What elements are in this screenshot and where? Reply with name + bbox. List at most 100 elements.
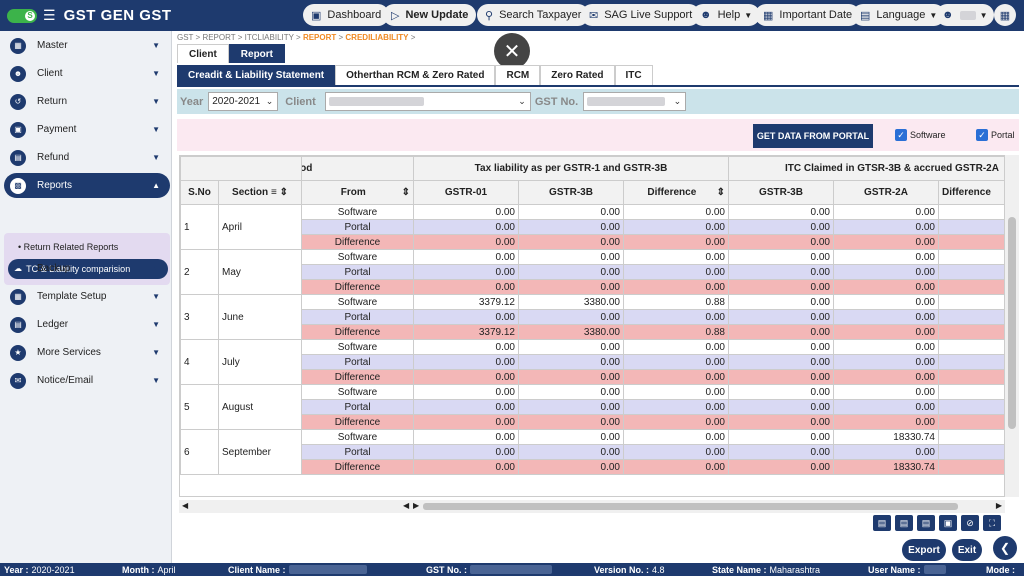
sidebar-item-backup[interactable]: ☁ Backup ▼ xyxy=(4,256,170,281)
column-header-section[interactable]: Section ≡ ⇕ xyxy=(218,180,302,205)
help-button[interactable]: ☻ Help ▼ xyxy=(692,4,761,26)
portal-checkbox[interactable]: ✓ Portal xyxy=(976,129,1015,141)
scroll-left-icon[interactable]: ◀ xyxy=(182,501,189,510)
sort-icon[interactable]: ⇕ xyxy=(401,187,410,198)
new-update-button[interactable]: ▷ New Update xyxy=(383,4,477,26)
live-support-button[interactable]: ✉ SAG Live Support xyxy=(581,4,701,26)
mode-toggle[interactable]: S xyxy=(7,8,37,23)
scroll-thumb[interactable] xyxy=(423,503,958,510)
scroll-thumb[interactable] xyxy=(1008,217,1016,429)
breadcrumb-item[interactable]: REPORT xyxy=(202,33,236,42)
submenu-item-return-related-reports[interactable]: • Return Related Reports xyxy=(8,237,168,257)
sidebar-item-client[interactable]: ☻ Client ▼ xyxy=(4,61,170,86)
sort-icon[interactable]: ⇕ xyxy=(279,187,288,198)
sidebar-item-ledger[interactable]: ▤ Ledger ▼ xyxy=(4,312,170,337)
column-menu-icon[interactable]: ≡ xyxy=(270,187,277,198)
tab-itc[interactable]: ITC xyxy=(614,65,653,85)
reports-icon: ▩ xyxy=(10,177,26,194)
menu-icon[interactable]: ☰ xyxy=(43,7,56,23)
collapse-icon[interactable]: ❮ xyxy=(993,536,1017,560)
sidebar-item-reports[interactable]: ▩ Reports ▲ xyxy=(4,173,170,198)
sidebar-item-notice-email[interactable]: ✉ Notice/Email ▼ xyxy=(4,368,170,393)
scroll-right-icon[interactable]: ▶ xyxy=(413,501,420,510)
gst-no-masked xyxy=(470,565,552,574)
sidebar-item-label: Client xyxy=(37,68,63,79)
value-cell: 0.00 xyxy=(938,249,1004,265)
get-data-from-portal-button[interactable]: GET DATA FROM PORTAL xyxy=(753,124,873,148)
important-date-button[interactable]: ▦ Important Date xyxy=(755,4,861,26)
scroll-right-icon[interactable]: ▶ xyxy=(995,501,1002,510)
sort-icon[interactable]: ⇕ xyxy=(716,187,725,198)
breadcrumb-item[interactable]: REPORT xyxy=(302,33,337,42)
breadcrumb-item[interactable]: GST xyxy=(177,33,194,42)
tab-otherthan-rcm-zero-rated[interactable]: Otherthan RCM & Zero Rated xyxy=(335,65,496,85)
tab-client[interactable]: Client xyxy=(177,44,229,63)
sidebar-item-template-setup[interactable]: ▦ Template Setup ▼ xyxy=(4,284,170,309)
breadcrumb-item[interactable]: ITCLIABILITY xyxy=(244,33,294,42)
year-select[interactable]: 2020-2021 ⌄ xyxy=(208,92,279,111)
sidebar-item-master[interactable]: ▦ Master ▼ xyxy=(4,33,170,58)
liability-grid: Tax Period Tax liability as per GSTR-1 a… xyxy=(179,155,1005,497)
column-header-difference[interactable]: Difference ⇕ xyxy=(623,180,729,205)
hide-icon[interactable]: ⊘ xyxy=(961,515,979,531)
card-icon[interactable]: ▣ xyxy=(939,515,957,531)
column-header-itc-gstr2a[interactable]: GSTR-2A xyxy=(833,180,939,205)
horizontal-scrollbar[interactable]: ◀ ◀ ▶ ▶ xyxy=(179,500,1005,513)
print-icon[interactable]: ▤ xyxy=(917,515,935,531)
column-header-gstr01[interactable]: GSTR-01 xyxy=(413,180,519,205)
scroll-left-icon[interactable]: ◀ xyxy=(403,501,410,510)
sidebar-item-refund[interactable]: ▤ Refund ▼ xyxy=(4,145,170,170)
column-header-gstr3b[interactable]: GSTR-3B xyxy=(518,180,624,205)
apps-grid-button[interactable]: ▦ xyxy=(994,4,1016,26)
chevron-down-icon: ▼ xyxy=(152,320,160,329)
exit-button[interactable]: Exit xyxy=(952,539,982,561)
megaphone-icon: ▷ xyxy=(391,9,400,22)
sidebar-item-label: Notice/Email xyxy=(37,375,94,386)
close-icon[interactable]: ✕ xyxy=(494,33,530,69)
value-cell: 0.00 xyxy=(518,219,624,235)
sidebar-item-more-services[interactable]: ★ More Services ▼ xyxy=(4,340,170,365)
tab-credit-liability-statement[interactable]: Creadit & Liability Statement xyxy=(177,65,336,85)
export-button[interactable]: Export xyxy=(902,539,946,561)
software-checkbox[interactable]: ✓ Software xyxy=(895,129,946,141)
status-state: State Name : Maharashtra xyxy=(712,563,820,576)
vertical-scrollbar[interactable] xyxy=(1005,155,1019,497)
column-header-itc-difference[interactable]: Difference xyxy=(938,180,1004,205)
tab-rcm[interactable]: RCM xyxy=(495,65,541,85)
client-select[interactable]: ⌄ xyxy=(324,92,531,111)
gst-select[interactable]: ⌄ xyxy=(583,92,687,111)
excel-icon[interactable]: ▤ xyxy=(895,515,913,531)
search-taxpayer-button[interactable]: ⚲ Search Taxpayer xyxy=(477,4,590,26)
sidebar-item-payment[interactable]: ▣ Payment ▼ xyxy=(4,117,170,142)
user-menu-button[interactable]: ☻ ▼ xyxy=(936,4,994,26)
pdf-icon[interactable]: ▤ xyxy=(873,515,891,531)
column-header-from[interactable]: From ⇕ xyxy=(301,180,414,205)
column-header-sno[interactable]: S.No xyxy=(180,180,219,205)
table-row[interactable]: 6 September Software 0.00 0.00 0.00 0.00 18330.… xyxy=(180,429,1004,475)
language-button[interactable]: ▤ Language ▼ xyxy=(852,4,946,26)
fullscreen-icon[interactable]: ⛶ xyxy=(983,515,1001,531)
tab-zero-rated[interactable]: Zero Rated xyxy=(540,65,615,85)
sidebar-item-return[interactable]: ↺ Return ▼ xyxy=(4,89,170,114)
column-header-itc-gstr3b[interactable]: GSTR-3B xyxy=(728,180,834,205)
table-row[interactable]: 3JuneSoftware3379.123380.000.880.000.000… xyxy=(180,294,1004,340)
tab-report[interactable]: Report xyxy=(228,44,286,63)
value-cell: 0.00 xyxy=(833,354,939,370)
dashboard-button[interactable]: ▣ Dashboard xyxy=(303,4,390,26)
